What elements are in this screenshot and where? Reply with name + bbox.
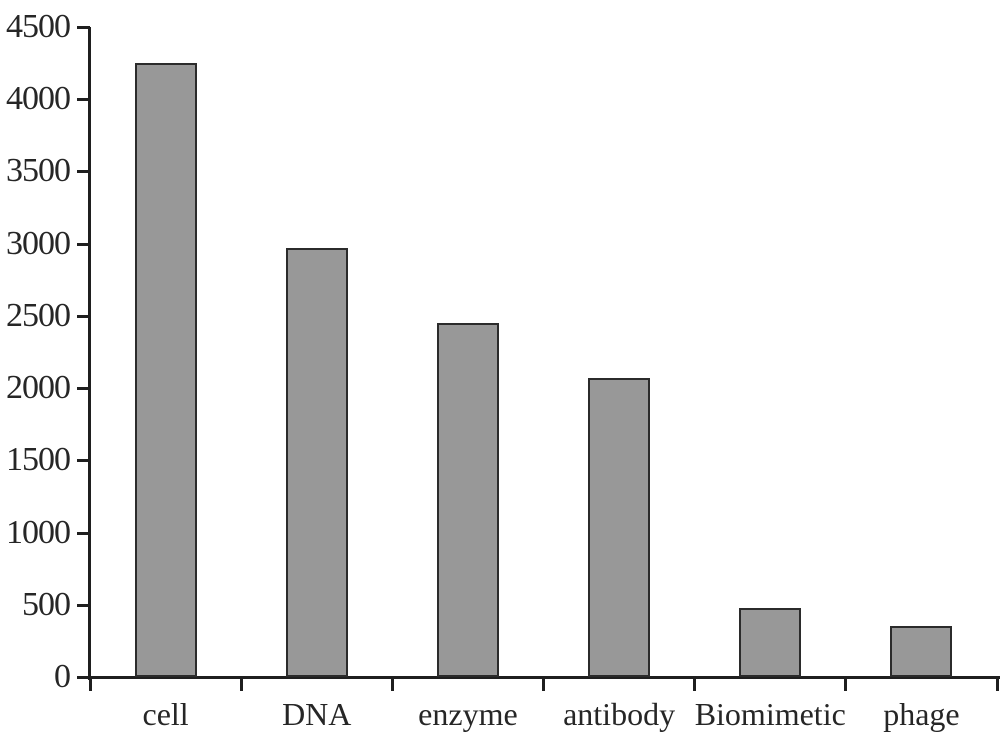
bar-DNA xyxy=(286,248,348,677)
y-axis-tick xyxy=(77,387,90,391)
x-axis-label-cell: cell xyxy=(142,696,189,732)
y-axis-tick-label: 3500 xyxy=(6,152,71,190)
y-axis-tick-label: 3000 xyxy=(6,224,71,262)
x-axis-tick xyxy=(995,676,999,691)
x-axis-tick xyxy=(88,676,92,691)
x-axis-label-enzyme: enzyme xyxy=(418,696,518,732)
y-axis-tick xyxy=(77,676,90,679)
bar-Biomimetic xyxy=(739,608,801,677)
x-axis-tick xyxy=(239,676,243,691)
y-axis-tick xyxy=(77,26,90,29)
x-axis-label-phage: phage xyxy=(883,696,960,732)
x-axis-label-DNA: DNA xyxy=(282,696,352,732)
x-axis-tick xyxy=(693,676,697,691)
y-axis-tick-label: 4000 xyxy=(6,80,71,118)
bar-phage xyxy=(890,626,952,677)
bar-antibody xyxy=(588,378,650,677)
y-axis-tick-label: 4500 xyxy=(6,8,71,45)
y-axis-tick-label: 500 xyxy=(22,585,71,623)
x-axis-label-antibody: antibody xyxy=(563,696,676,732)
x-axis-tick xyxy=(390,676,394,691)
y-axis-tick xyxy=(77,314,90,318)
x-axis-label-Biomimetic: Biomimetic xyxy=(694,696,846,732)
bar-cell xyxy=(135,63,197,677)
y-axis-tick-label: 2000 xyxy=(6,369,71,407)
y-axis-tick xyxy=(77,98,90,102)
x-axis-tick xyxy=(542,676,545,691)
y-axis-tick-label: 1000 xyxy=(6,513,71,551)
y-axis-tick-label: 0 xyxy=(54,658,71,695)
y-axis-tick xyxy=(77,459,90,463)
y-axis xyxy=(88,27,91,680)
y-axis-tick xyxy=(77,170,90,174)
y-axis-tick-label: 1500 xyxy=(6,441,71,479)
y-axis-tick xyxy=(77,531,90,535)
y-axis-tick xyxy=(77,242,90,246)
y-axis-tick-label: 2500 xyxy=(6,296,71,334)
x-axis-tick xyxy=(844,676,848,691)
y-axis-tick xyxy=(77,603,90,607)
bar-enzyme xyxy=(437,323,499,677)
